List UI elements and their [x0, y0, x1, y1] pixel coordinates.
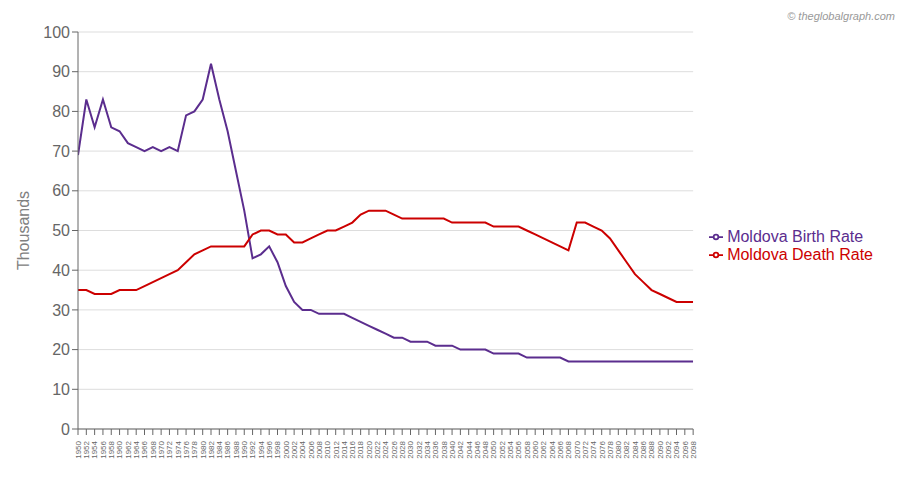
- svg-text:1968: 1968: [148, 441, 158, 459]
- svg-text:2096: 2096: [680, 441, 690, 459]
- svg-text:2072: 2072: [580, 441, 590, 459]
- svg-text:2028: 2028: [398, 441, 407, 459]
- svg-text:2056: 2056: [514, 441, 524, 459]
- svg-text:1996: 1996: [265, 441, 274, 459]
- svg-text:2034: 2034: [422, 441, 432, 459]
- svg-text:2078: 2078: [605, 441, 615, 459]
- svg-text:2008: 2008: [314, 441, 324, 459]
- svg-text:2048: 2048: [481, 441, 491, 459]
- svg-text:2038: 2038: [439, 441, 449, 459]
- html-text:© theglobalgraph.com: © theglobalgraph.com: [787, 10, 895, 22]
- svg-text:1972: 1972: [165, 441, 175, 459]
- svg-text:2002: 2002: [289, 441, 299, 459]
- svg-text:2086: 2086: [639, 441, 649, 459]
- svg-text:1950: 1950: [73, 441, 83, 459]
- svg-text:2068: 2068: [564, 441, 574, 459]
- svg-text:1998: 1998: [273, 441, 283, 459]
- svg-text:2018: 2018: [356, 441, 366, 459]
- svg-text:1980: 1980: [198, 441, 208, 459]
- svg-text:2098: 2098: [689, 440, 698, 458]
- svg-text:1984: 1984: [215, 441, 225, 459]
- svg-text:1978: 1978: [190, 441, 200, 459]
- svg-text:2054: 2054: [506, 441, 516, 459]
- svg-text:1992: 1992: [248, 441, 258, 459]
- svg-text:40: 40: [52, 262, 70, 279]
- svg-text:2046: 2046: [472, 441, 482, 459]
- svg-text:30: 30: [52, 302, 70, 319]
- svg-text:2036: 2036: [431, 441, 441, 459]
- svg-text:2004: 2004: [298, 441, 308, 459]
- svg-text:1966: 1966: [140, 441, 150, 459]
- html-text:Moldova Death Rate: Moldova Death Rate: [727, 245, 873, 263]
- svg-text:2092: 2092: [664, 441, 673, 459]
- svg-text:1958: 1958: [107, 441, 117, 459]
- svg-text:2076: 2076: [597, 441, 607, 459]
- svg-text:10: 10: [52, 381, 70, 398]
- svg-text:2088: 2088: [647, 441, 657, 459]
- svg-text:1988: 1988: [231, 441, 241, 459]
- svg-text:2032: 2032: [414, 441, 424, 459]
- svg-text:1956: 1956: [98, 441, 108, 459]
- svg-text:2020: 2020: [364, 441, 374, 459]
- svg-text:2084: 2084: [630, 441, 640, 459]
- svg-text:20: 20: [52, 341, 70, 358]
- svg-text:100: 100: [43, 24, 70, 41]
- svg-text:2010: 2010: [323, 441, 333, 459]
- svg-text:1986: 1986: [223, 441, 233, 459]
- svg-text:2012: 2012: [331, 441, 341, 459]
- svg-text:2062: 2062: [539, 441, 549, 459]
- svg-text:2014: 2014: [339, 441, 349, 459]
- svg-text:60: 60: [52, 182, 70, 199]
- svg-text:2066: 2066: [555, 441, 565, 459]
- svg-text:2080: 2080: [614, 441, 624, 459]
- svg-text:2060: 2060: [531, 441, 540, 459]
- svg-text:2090: 2090: [655, 441, 665, 459]
- svg-text:2024: 2024: [381, 441, 391, 459]
- svg-text:2030: 2030: [406, 441, 416, 459]
- svg-text:2052: 2052: [497, 441, 507, 459]
- html-text:Moldova Birth Rate: Moldova Birth Rate: [727, 227, 864, 245]
- svg-text:70: 70: [52, 143, 70, 160]
- svg-text:1954: 1954: [90, 441, 100, 459]
- svg-text:2016: 2016: [348, 441, 358, 459]
- svg-text:2064: 2064: [547, 441, 557, 459]
- svg-text:1960: 1960: [115, 441, 125, 459]
- svg-text:2000: 2000: [281, 441, 291, 459]
- svg-text:2006: 2006: [306, 441, 316, 459]
- svg-text:1976: 1976: [181, 441, 191, 459]
- svg-text:1970: 1970: [156, 441, 166, 459]
- svg-text:1990: 1990: [240, 441, 250, 459]
- svg-text:2094: 2094: [672, 441, 682, 459]
- svg-text:2070: 2070: [572, 441, 582, 459]
- svg-text:1974: 1974: [173, 441, 183, 459]
- svg-text:1982: 1982: [206, 441, 216, 459]
- svg-text:2050: 2050: [489, 441, 499, 459]
- svg-text:80: 80: [52, 103, 70, 120]
- svg-text:1962: 1962: [123, 441, 133, 459]
- svg-text:1994: 1994: [256, 441, 266, 459]
- svg-text:1964: 1964: [132, 441, 141, 459]
- svg-text:2058: 2058: [522, 441, 532, 459]
- svg-text:2042: 2042: [456, 441, 466, 459]
- svg-text:2082: 2082: [622, 441, 632, 459]
- svg-text:50: 50: [52, 222, 70, 239]
- svg-text:2074: 2074: [589, 441, 599, 459]
- svg-text:1952: 1952: [82, 441, 92, 459]
- svg-text:90: 90: [52, 63, 70, 80]
- svg-text:2026: 2026: [389, 441, 399, 459]
- svg-text:2044: 2044: [464, 441, 474, 459]
- svg-text:2022: 2022: [373, 441, 383, 459]
- svg-text:0: 0: [61, 421, 70, 438]
- svg-text:Thousands: Thousands: [15, 191, 32, 270]
- svg-text:2040: 2040: [447, 441, 457, 459]
